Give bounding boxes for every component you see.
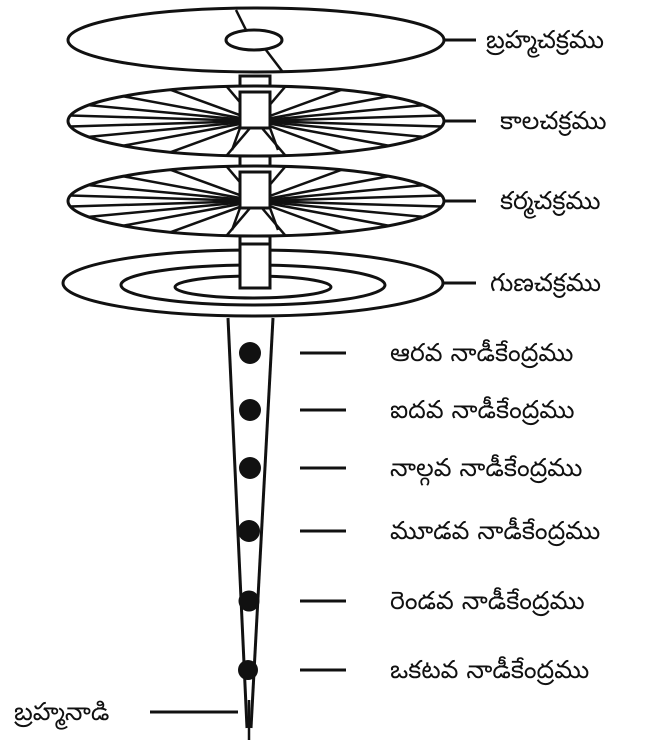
nadi-centre-dot bbox=[239, 399, 261, 421]
wheel-spoke bbox=[70, 199, 257, 208]
nadi-centre-label-text: ఒకటవ నాడీకేంద్రము bbox=[390, 655, 589, 686]
nadi-centre-label-4: నాల్గవ నాడీకేంద్రము bbox=[300, 453, 582, 486]
wheel-spoke bbox=[255, 194, 442, 203]
wheel-spoke bbox=[70, 119, 257, 128]
chakra-label-kala: కాలచక్రము bbox=[444, 106, 607, 136]
wheel-spoke bbox=[255, 199, 424, 219]
nadi-centre-label-2: రెండవ నాడీకేంద్రము bbox=[300, 586, 585, 617]
nadi-centre-dot bbox=[238, 590, 260, 612]
wheel-spoke bbox=[122, 95, 257, 123]
nadi-centre-dot bbox=[238, 660, 258, 680]
nadi-centre-dot bbox=[239, 342, 261, 364]
brahma-chakra-disc bbox=[66, 6, 446, 74]
chakra-label-brahma: బ్రహ్మచక్రము bbox=[444, 25, 604, 58]
nadi-centre-dot bbox=[239, 457, 261, 479]
wheel-spoke bbox=[255, 119, 424, 139]
nadi-centre-label-text: ఆరవ నాడీకేంద్రము bbox=[390, 338, 573, 369]
wheel-spoke bbox=[255, 199, 442, 208]
nadi-centre-label-text: రెండవ నాడీకేంద్రము bbox=[390, 586, 585, 617]
wheel-spoke bbox=[122, 199, 257, 227]
wheel-spoke bbox=[88, 103, 257, 123]
wheel-spoke bbox=[255, 175, 390, 203]
wheel-spoke bbox=[122, 119, 257, 147]
wheel-spoke bbox=[255, 183, 424, 203]
guna-chakra-disc bbox=[61, 242, 445, 318]
wheel-spoke bbox=[122, 175, 257, 203]
wheel-spoke bbox=[88, 119, 257, 139]
wheel-spoke bbox=[70, 114, 257, 123]
nadi-centre-dot bbox=[238, 520, 260, 542]
wheel-spoke bbox=[255, 95, 390, 123]
wheel-spoke bbox=[88, 199, 257, 219]
nadi-centre-labels: ఆరవ నాడీకేంద్రము ఐదవ నాడీకేంద్రము నాల్గవ… bbox=[300, 338, 600, 686]
chakra-labels: బ్రహ్మచక్రము కాలచక్రము కర్మచక్రము గుణచక్… bbox=[443, 25, 607, 298]
nadi-centre-label-text: ఐదవ నాడీకేంద్రము bbox=[390, 395, 575, 426]
nadi-centre-label-5: ఐదవ నాడీకేంద్రము bbox=[300, 395, 575, 426]
wheel-spoke bbox=[255, 103, 424, 123]
wheel-spoke bbox=[70, 194, 257, 203]
wheel-spoke bbox=[255, 114, 442, 123]
chakra-label-text: బ్రహ్మచక్రము bbox=[486, 25, 604, 58]
wheel-spoke bbox=[255, 119, 390, 147]
nadi-centre-label-1: ఒకటవ నాడీకేంద్రము bbox=[300, 655, 589, 686]
chakra-label-text: కాలచక్రము bbox=[500, 106, 607, 136]
chakra-label-text: కర్మచక్రము bbox=[500, 186, 601, 219]
karma-chakra-disc bbox=[66, 164, 446, 238]
wheel-spoke bbox=[255, 199, 390, 227]
brahma-nadi-label: బ్రహ్మనాడి bbox=[14, 697, 238, 730]
nadi-centre-label-text: మూడవ నాడీకేంద్రము bbox=[390, 516, 600, 547]
nadi-centre-label-6: ఆరవ నాడీకేంద్రము bbox=[300, 338, 573, 369]
nadi-centre-label-text: నాల్గవ నాడీకేంద్రము bbox=[390, 453, 582, 486]
brahma-nadi-cone bbox=[226, 317, 275, 740]
chakra-label-karma: కర్మచక్రము bbox=[444, 186, 601, 219]
kala-chakra-disc bbox=[66, 84, 446, 158]
chakra-label-text: గుణచక్రము bbox=[490, 268, 601, 298]
nadi-centre-label-3: మూడవ నాడీకేంద్రము bbox=[300, 516, 600, 547]
chakra-label-guna: గుణచక్రము bbox=[443, 268, 601, 298]
brahma-nadi-label-text: బ్రహ్మనాడి bbox=[14, 697, 110, 730]
wheel-spoke bbox=[255, 119, 442, 128]
wheel-spoke bbox=[88, 183, 257, 203]
